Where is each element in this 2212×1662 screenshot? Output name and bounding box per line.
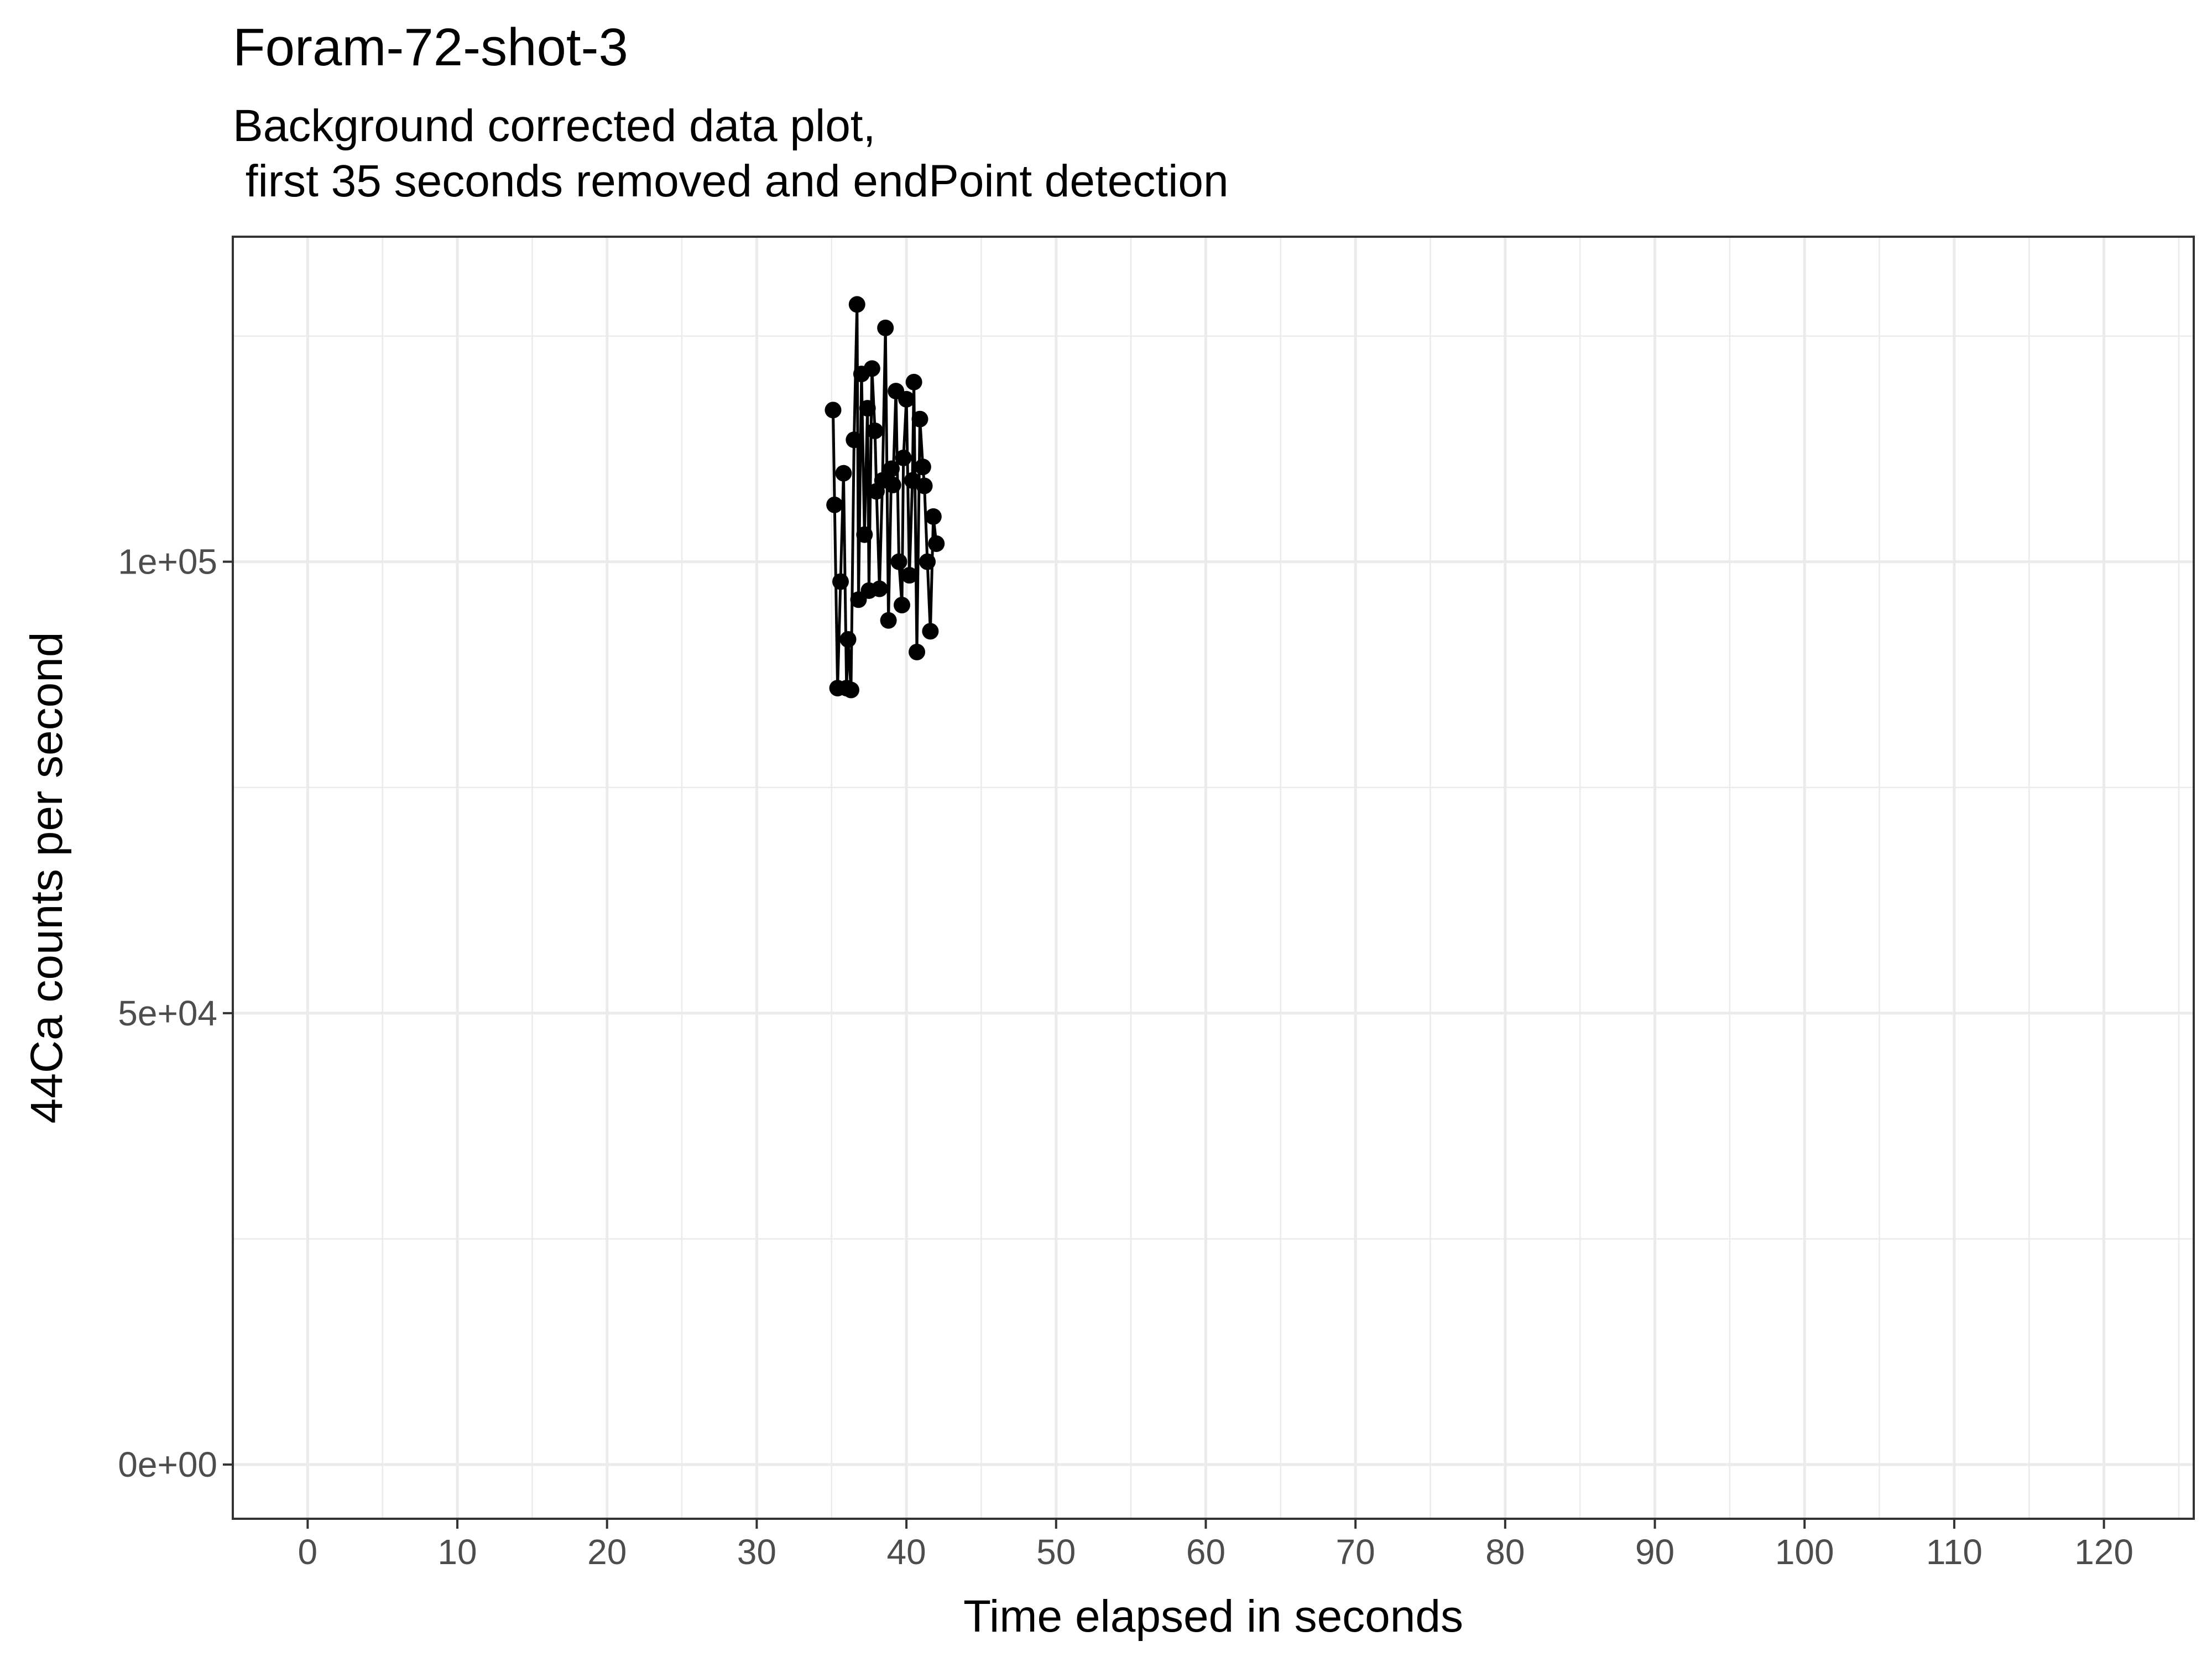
data-point bbox=[880, 612, 897, 629]
data-point bbox=[911, 410, 928, 428]
data-point bbox=[914, 459, 931, 476]
data-point bbox=[895, 449, 912, 466]
x-tick-label: 50 bbox=[1036, 1532, 1076, 1572]
y-tick-label: 5e+04 bbox=[118, 993, 217, 1033]
data-point bbox=[835, 465, 852, 482]
data-point bbox=[839, 631, 857, 648]
x-tick-label: 30 bbox=[737, 1532, 776, 1572]
x-tick-label: 80 bbox=[1485, 1532, 1525, 1572]
data-point bbox=[877, 319, 894, 336]
x-axis: 0 10 20 30 40 50 60 70 80 90 100 110 120 bbox=[298, 1519, 2133, 1572]
x-tick-label: 60 bbox=[1186, 1532, 1225, 1572]
series-line bbox=[832, 303, 938, 691]
data-point bbox=[859, 400, 876, 417]
data-point bbox=[826, 496, 843, 513]
minor-grid bbox=[233, 237, 2194, 1519]
y-axis: 0e+00 5e+04 1e+05 bbox=[118, 542, 233, 1484]
data-point bbox=[890, 553, 907, 570]
chart-title: Foram-72-shot-3 bbox=[233, 18, 628, 77]
chart-subtitle-line-1: Background corrected data plot, bbox=[233, 101, 875, 151]
x-tick-label: 20 bbox=[587, 1532, 627, 1572]
data-point bbox=[832, 573, 849, 590]
data-point bbox=[898, 390, 915, 408]
major-grid bbox=[233, 237, 2194, 1519]
y-tick-label: 1e+05 bbox=[118, 542, 217, 582]
x-tick-label: 90 bbox=[1635, 1532, 1674, 1572]
x-tick-label: 120 bbox=[2074, 1532, 2133, 1572]
series-layer bbox=[825, 296, 945, 699]
data-point bbox=[846, 431, 863, 449]
x-tick-label: 10 bbox=[437, 1532, 477, 1572]
x-axis-label: Time elapsed in seconds bbox=[963, 1591, 1463, 1642]
x-tick-label: 100 bbox=[1775, 1532, 1834, 1572]
data-point bbox=[919, 553, 936, 570]
data-point bbox=[905, 373, 922, 390]
data-point bbox=[893, 597, 910, 614]
data-point bbox=[916, 477, 933, 494]
data-point bbox=[848, 296, 865, 313]
data-point bbox=[863, 360, 880, 377]
x-tick-label: 70 bbox=[1336, 1532, 1375, 1572]
data-point bbox=[883, 460, 900, 477]
data-point bbox=[922, 623, 939, 640]
y-tick-label: 0e+00 bbox=[118, 1445, 217, 1484]
plot-border bbox=[232, 236, 2195, 1520]
data-point bbox=[856, 526, 873, 543]
plot-panel bbox=[233, 237, 2194, 1519]
data-point bbox=[867, 422, 884, 439]
x-tick-label: 40 bbox=[886, 1532, 926, 1572]
data-point bbox=[884, 476, 901, 493]
data-point bbox=[928, 535, 945, 553]
chart-subtitle-line-2: first 35 seconds removed and endPoint de… bbox=[233, 156, 1229, 206]
y-axis-label: 44Ca counts per second bbox=[22, 632, 72, 1124]
x-tick-label: 110 bbox=[1926, 1532, 1983, 1572]
data-point bbox=[925, 508, 942, 525]
x-tick-label: 0 bbox=[298, 1532, 318, 1572]
data-point bbox=[871, 580, 888, 597]
data-point bbox=[909, 643, 926, 660]
data-point bbox=[901, 567, 918, 584]
data-point bbox=[825, 402, 842, 419]
data-point bbox=[842, 681, 859, 699]
